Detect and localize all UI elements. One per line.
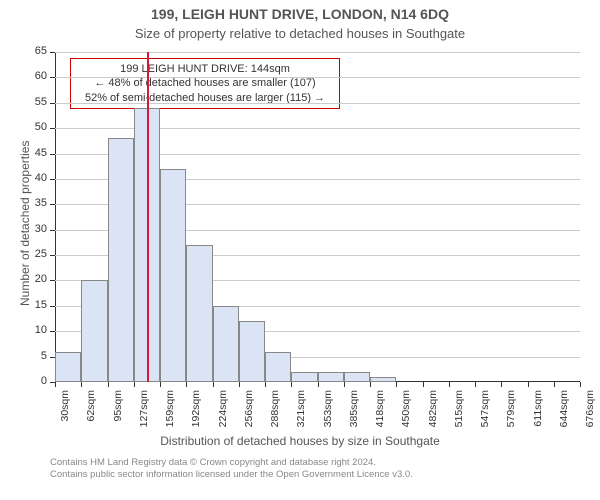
property-marker-line xyxy=(147,52,149,382)
ytick-mark xyxy=(50,255,55,256)
ytick-mark xyxy=(50,103,55,104)
xtick-label: 256sqm xyxy=(243,390,255,430)
ytick-label: 55 xyxy=(17,96,47,108)
footer-line-2: Contains public sector information licen… xyxy=(50,469,413,481)
histogram-bar xyxy=(186,245,212,382)
xtick-label: 127sqm xyxy=(138,390,150,430)
xtick-mark xyxy=(501,382,502,387)
xtick-label: 192sqm xyxy=(190,390,202,430)
histogram-bar xyxy=(344,372,370,382)
xtick-label: 579sqm xyxy=(505,390,517,430)
info-line-1: 199 LEIGH HUNT DRIVE: 144sqm xyxy=(77,62,333,76)
chart-title: 199, LEIGH HUNT DRIVE, LONDON, N14 6DQ xyxy=(0,6,600,22)
ytick-label: 45 xyxy=(17,147,47,159)
ytick-label: 50 xyxy=(17,121,47,133)
xtick-mark xyxy=(55,382,56,387)
xtick-label: 353sqm xyxy=(322,390,334,430)
xtick-label: 547sqm xyxy=(479,390,491,430)
ytick-label: 10 xyxy=(17,324,47,336)
ytick-label: 20 xyxy=(17,273,47,285)
marker-info-box: 199 LEIGH HUNT DRIVE: 144sqm ← 48% of de… xyxy=(70,58,340,109)
ytick-label: 60 xyxy=(17,70,47,82)
ytick-label: 5 xyxy=(17,350,47,362)
xtick-mark xyxy=(318,382,319,387)
xtick-mark xyxy=(370,382,371,387)
xtick-label: 676sqm xyxy=(584,390,596,430)
xtick-mark xyxy=(265,382,266,387)
histogram-bar xyxy=(81,280,107,382)
chart-container: 199, LEIGH HUNT DRIVE, LONDON, N14 6DQ S… xyxy=(0,0,600,500)
xtick-label: 385sqm xyxy=(348,390,360,430)
histogram-bar xyxy=(160,169,186,382)
xtick-mark xyxy=(291,382,292,387)
histogram-bar xyxy=(108,138,134,382)
histogram-bar xyxy=(318,372,344,382)
xtick-mark xyxy=(344,382,345,387)
ytick-mark xyxy=(50,77,55,78)
footer-line-1: Contains HM Land Registry data © Crown c… xyxy=(50,457,413,469)
xtick-label: 159sqm xyxy=(164,390,176,430)
ytick-mark xyxy=(50,230,55,231)
xtick-mark xyxy=(580,382,581,387)
histogram-bar xyxy=(213,306,239,382)
ytick-mark xyxy=(50,154,55,155)
xtick-mark xyxy=(186,382,187,387)
ytick-mark xyxy=(50,128,55,129)
info-line-2: ← 48% of detached houses are smaller (10… xyxy=(77,76,333,90)
ytick-mark xyxy=(50,179,55,180)
xtick-mark xyxy=(213,382,214,387)
histogram-bar xyxy=(370,377,396,382)
chart-subtitle: Size of property relative to detached ho… xyxy=(0,26,600,41)
gridline xyxy=(55,103,580,104)
xtick-label: 321sqm xyxy=(295,390,307,430)
xtick-label: 30sqm xyxy=(59,390,71,430)
xtick-mark xyxy=(108,382,109,387)
histogram-bar xyxy=(55,352,81,382)
gridline xyxy=(55,77,580,78)
ytick-label: 40 xyxy=(17,172,47,184)
histogram-bar xyxy=(265,352,291,382)
xtick-label: 418sqm xyxy=(374,390,386,430)
ytick-mark xyxy=(50,280,55,281)
ytick-mark xyxy=(50,204,55,205)
xtick-mark xyxy=(423,382,424,387)
ytick-label: 15 xyxy=(17,299,47,311)
xtick-mark xyxy=(449,382,450,387)
xtick-mark xyxy=(134,382,135,387)
xtick-label: 482sqm xyxy=(427,390,439,430)
ytick-mark xyxy=(50,331,55,332)
ytick-label: 0 xyxy=(17,375,47,387)
ytick-mark xyxy=(50,306,55,307)
xtick-label: 611sqm xyxy=(532,390,544,430)
xtick-mark xyxy=(554,382,555,387)
xtick-label: 644sqm xyxy=(558,390,570,430)
footer-attribution: Contains HM Land Registry data © Crown c… xyxy=(50,457,413,482)
xtick-mark xyxy=(239,382,240,387)
ytick-label: 35 xyxy=(17,197,47,209)
histogram-bar xyxy=(239,321,265,382)
xtick-mark xyxy=(81,382,82,387)
ytick-label: 25 xyxy=(17,248,47,260)
xtick-mark xyxy=(396,382,397,387)
gridline xyxy=(55,52,580,53)
xtick-label: 450sqm xyxy=(400,390,412,430)
xtick-mark xyxy=(475,382,476,387)
ytick-label: 30 xyxy=(17,223,47,235)
ytick-label: 65 xyxy=(17,45,47,57)
ytick-mark xyxy=(50,52,55,53)
xtick-mark xyxy=(528,382,529,387)
xtick-mark xyxy=(160,382,161,387)
xtick-label: 515sqm xyxy=(453,390,465,430)
x-axis-label: Distribution of detached houses by size … xyxy=(0,434,600,448)
xtick-label: 95sqm xyxy=(112,390,124,430)
histogram-bar xyxy=(291,372,317,382)
xtick-label: 288sqm xyxy=(269,390,281,430)
xtick-label: 224sqm xyxy=(217,390,229,430)
xtick-label: 62sqm xyxy=(85,390,97,430)
